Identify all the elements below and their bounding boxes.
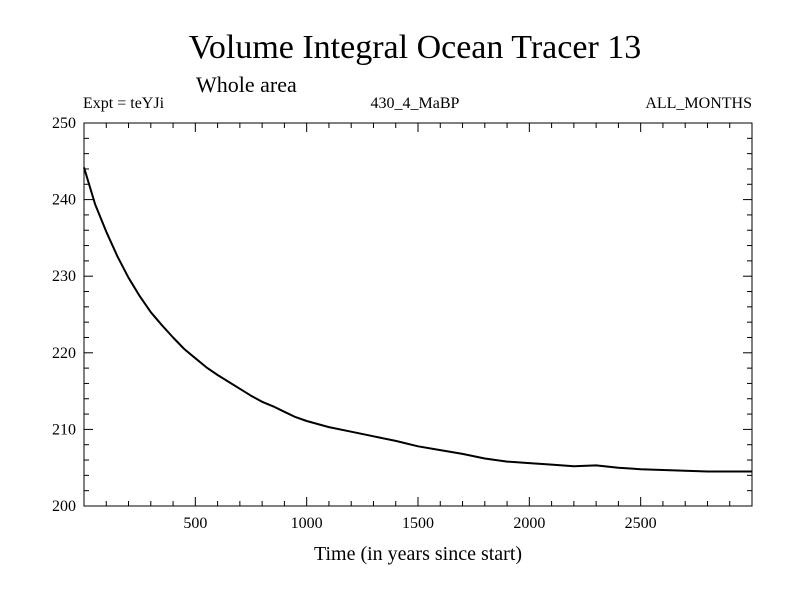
y-tick-label-250: 250 <box>52 115 76 132</box>
run-label: 430_4_MaBP <box>371 95 460 112</box>
y-tick-label-230: 230 <box>52 268 76 285</box>
series-line-tracer-13 <box>83 167 752 473</box>
x-tick-label-2500: 2500 <box>625 515 657 532</box>
experiment-label: Expt = teYJi <box>83 95 165 112</box>
x-tick-label-1500: 1500 <box>402 515 434 532</box>
axis-tick-labels: 500 1000 1500 2000 2500 200 210 220 230 240 250 <box>52 115 657 532</box>
x-axis-label: Time (in years since start) <box>314 543 522 565</box>
y-tick-label-240: 240 <box>52 192 76 209</box>
chart-title: Volume Integral Ocean Tracer 13 <box>189 29 642 66</box>
months-label: ALL_MONTHS <box>645 95 752 112</box>
x-tick-label-2000: 2000 <box>513 515 545 532</box>
plot-frame <box>83 122 753 507</box>
x-tick-label-500: 500 <box>183 515 207 532</box>
y-tick-label-200: 200 <box>52 498 76 515</box>
y-tick-label-220: 220 <box>52 345 76 362</box>
y-tick-label-210: 210 <box>52 421 76 438</box>
x-tick-label-1000: 1000 <box>291 515 323 532</box>
axis-ticks <box>84 123 752 506</box>
chart-subtitle: Whole area <box>196 72 297 97</box>
